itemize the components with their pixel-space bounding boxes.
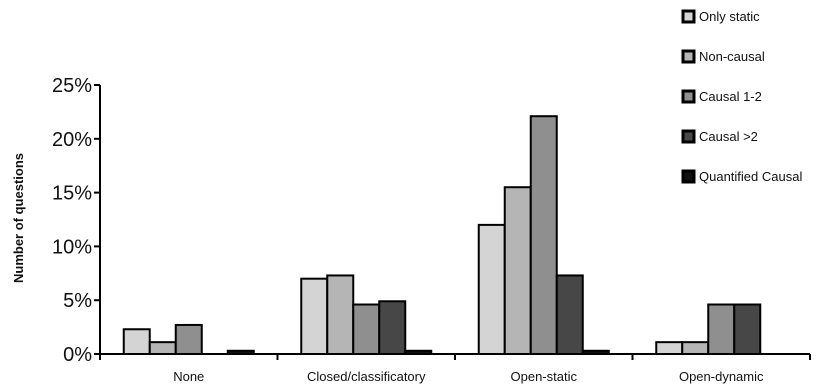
x-tick-label: Open-dynamic	[679, 369, 764, 384]
bar-causal-2-3	[733, 303, 762, 355]
bar-causal-1-2-1	[352, 303, 381, 355]
x-tick-label: Open-static	[511, 369, 578, 384]
y-tick-label: 0%	[63, 344, 92, 366]
bar-non-causal-1	[326, 274, 355, 355]
bar-causal-1-2-3	[707, 303, 736, 355]
bar-only-static-3	[655, 341, 684, 356]
bar-non-causal-3	[681, 341, 710, 356]
legend-label-causal-1-2: Causal 1-2	[699, 89, 762, 104]
bar-causal-1-2-0	[174, 323, 203, 355]
y-tick-label: 20%	[52, 129, 92, 151]
y-tick-label: 5%	[63, 290, 92, 312]
legend-label-quantified-causal: Quantified Causal	[699, 169, 802, 184]
y-axis-title: Number of questions	[11, 153, 26, 283]
bar-only-static-2	[477, 223, 506, 355]
legend-label-causal-2: Causal >2	[699, 129, 758, 144]
bar-causal-2-1	[378, 300, 407, 355]
legend-swatch-causal-2	[681, 129, 696, 144]
x-tick-label: None	[173, 369, 204, 384]
legend-label-only-static: Only static	[699, 9, 760, 24]
legend-swatch-quantified-causal	[681, 169, 696, 184]
legend: Only static Non-causal Causal 1-2 Causal >2…	[681, 9, 802, 184]
bar-non-causal-0	[148, 341, 177, 356]
legend-swatch-non-causal	[681, 49, 696, 64]
legend-label-non-causal: Non-causal	[699, 49, 765, 64]
bar-causal-2-2	[555, 274, 584, 355]
y-tick-label: 15%	[52, 183, 92, 205]
bar-causal-1-2-2	[529, 115, 558, 356]
bar-only-static-0	[122, 328, 151, 356]
y-tick-label: 10%	[52, 236, 92, 258]
bar-only-static-1	[300, 277, 329, 355]
legend-swatch-only-static	[681, 9, 696, 24]
y-tick-label: 25%	[52, 75, 92, 97]
legend-swatch-causal-1-2	[681, 89, 696, 104]
bars-layer	[122, 115, 762, 356]
bar-non-causal-2	[503, 186, 532, 355]
axes-layer: None Closed/classificatory Open-static Open…	[52, 75, 811, 384]
x-tick-label: Closed/classificatory	[307, 369, 426, 384]
